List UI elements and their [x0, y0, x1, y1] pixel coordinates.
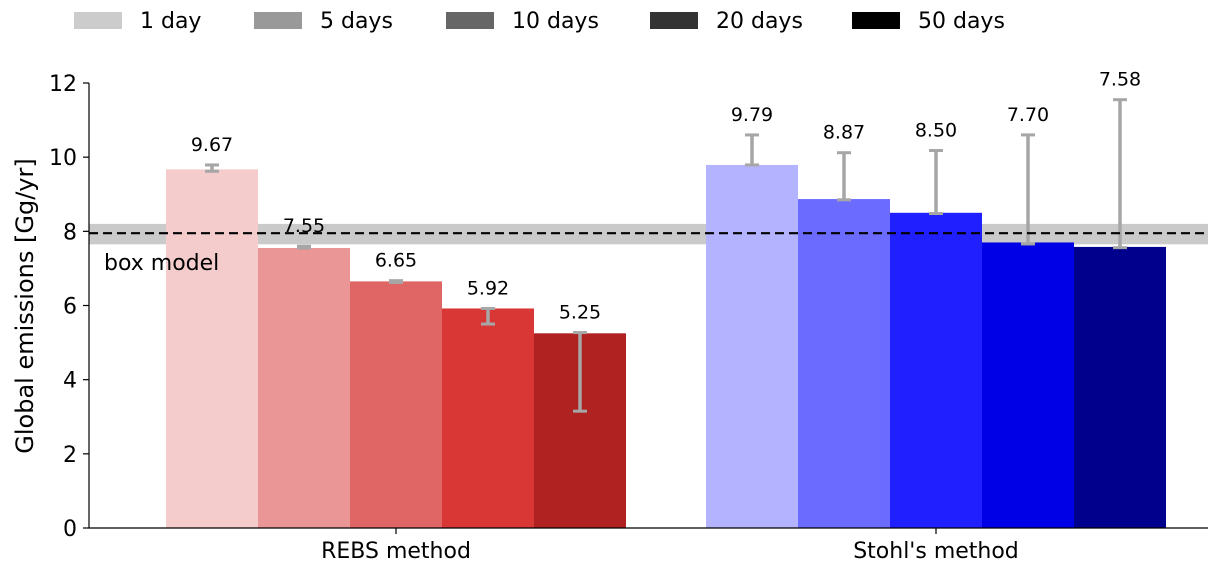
- x-tick-label: Stohl's method: [853, 539, 1019, 564]
- legend-swatch: [74, 12, 122, 29]
- error-bar: [389, 279, 403, 285]
- bar: [258, 248, 350, 529]
- y-tick-label: 10: [49, 146, 77, 171]
- bar: [982, 242, 1074, 529]
- legend-swatch: [852, 12, 900, 29]
- legend-swatch: [446, 12, 494, 29]
- bar: [442, 308, 534, 528]
- x-ticks: REBS method Stohl's method: [321, 528, 1019, 564]
- error-bar: [1021, 133, 1035, 246]
- bar: [890, 212, 982, 528]
- y-tick-label: 6: [63, 295, 77, 320]
- y-tick-label: 12: [49, 72, 77, 97]
- data-label: 5.25: [559, 302, 601, 324]
- bar: [1074, 246, 1166, 529]
- data-label: 7.70: [1007, 104, 1049, 126]
- data-label: 9.79: [731, 104, 773, 126]
- y-ticks: 0 2 4 6 8 10 12: [49, 72, 89, 542]
- x-tick-label: REBS method: [321, 539, 471, 564]
- reference-label: box model: [104, 251, 219, 276]
- legend-item: 1 day: [74, 9, 201, 34]
- legend-item: 50 days: [852, 9, 1005, 34]
- data-label: 7.55: [283, 215, 325, 237]
- legend: 1 day 5 days 10 days 20 days 50 days: [74, 9, 1005, 34]
- data-label: 9.67: [191, 134, 233, 156]
- y-axis-label: Global emissions [Gg/yr]: [11, 158, 39, 453]
- reference-line-layer: box model: [89, 232, 1208, 276]
- bar: [166, 169, 258, 528]
- bars-layer: [166, 164, 1166, 529]
- y-tick-label: 2: [63, 443, 77, 468]
- data-label: 8.87: [823, 122, 865, 144]
- error-bars-layer: [205, 98, 1127, 413]
- legend-item: 20 days: [650, 9, 803, 34]
- bar: [706, 164, 798, 528]
- y-tick-label: 4: [63, 369, 77, 394]
- legend-label: 20 days: [716, 9, 803, 34]
- y-tick-label: 8: [63, 220, 77, 245]
- error-bar: [929, 148, 943, 216]
- data-label: 7.58: [1099, 69, 1141, 91]
- error-bar: [481, 306, 495, 326]
- legend-label: 50 days: [918, 9, 1005, 34]
- data-labels-layer: 9.67 9.79 7.55 8.87 6.65 8.50 5.92 7.70 5.25 7.58: [191, 69, 1141, 324]
- data-label: 6.65: [375, 250, 417, 272]
- legend-item: 10 days: [446, 9, 599, 34]
- legend-swatch: [254, 12, 302, 29]
- error-bar: [297, 244, 311, 250]
- legend-swatch: [650, 12, 698, 29]
- bar: [350, 281, 442, 528]
- bar: [798, 199, 890, 528]
- error-bar: [573, 331, 587, 413]
- legend-item: 5 days: [254, 9, 393, 34]
- legend-label: 5 days: [320, 9, 393, 34]
- y-tick-label: 0: [63, 517, 77, 542]
- error-bar: [1113, 98, 1127, 250]
- legend-label: 10 days: [512, 9, 599, 34]
- error-bar: [205, 163, 219, 173]
- error-bar: [837, 151, 851, 202]
- data-label: 8.50: [915, 119, 957, 141]
- data-label: 5.92: [467, 277, 509, 299]
- error-bar: [745, 133, 759, 167]
- legend-label: 1 day: [140, 9, 201, 34]
